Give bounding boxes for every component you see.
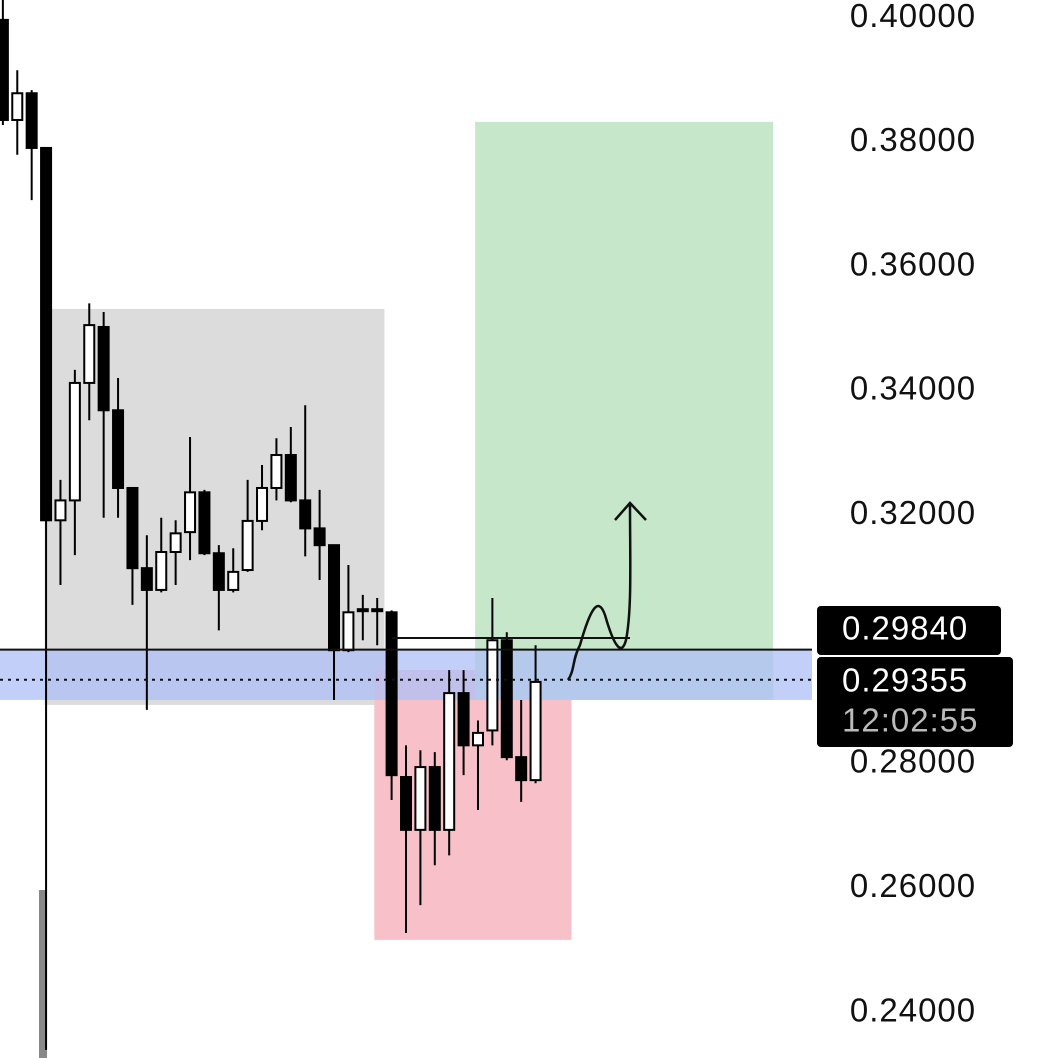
candle-body bbox=[140, 567, 153, 591]
candle-body bbox=[155, 551, 168, 591]
candle-body bbox=[486, 639, 499, 732]
candle-body bbox=[68, 381, 81, 502]
candle-body bbox=[443, 692, 456, 831]
candle-body bbox=[428, 766, 441, 831]
zone bbox=[0, 649, 812, 700]
price-label: 0.29355 bbox=[842, 662, 968, 699]
projection-arrow bbox=[566, 501, 647, 681]
candle-body bbox=[457, 692, 470, 747]
y-tick-label: 0.28000 bbox=[850, 743, 976, 780]
y-tick-label: 0.26000 bbox=[850, 867, 976, 904]
candle-body bbox=[500, 639, 513, 759]
candle-body bbox=[25, 92, 38, 149]
candle-body bbox=[40, 146, 53, 522]
candle-body bbox=[83, 324, 96, 384]
candle-body bbox=[212, 552, 225, 591]
y-tick-label: 0.36000 bbox=[850, 245, 976, 282]
y-tick-label: 0.32000 bbox=[850, 494, 976, 531]
candle-body bbox=[342, 611, 355, 652]
price-label-box bbox=[817, 606, 1001, 655]
candle-body bbox=[198, 491, 211, 555]
candle-body bbox=[400, 776, 412, 831]
price-label: 0.29840 bbox=[842, 610, 968, 647]
candle-body bbox=[256, 486, 269, 522]
candle-body bbox=[169, 532, 182, 554]
candle-body bbox=[356, 608, 369, 613]
zone bbox=[475, 121, 774, 700]
price-label-box bbox=[817, 657, 1013, 747]
candle-body bbox=[241, 519, 254, 572]
candle-body bbox=[11, 92, 24, 121]
candle-body bbox=[414, 766, 427, 831]
countdown-label: 12:02:55 bbox=[842, 702, 978, 739]
candle-body bbox=[471, 731, 484, 747]
candle-body bbox=[270, 454, 283, 489]
candle-body bbox=[227, 570, 240, 591]
candle-body bbox=[112, 409, 125, 489]
y-tick-label: 0.38000 bbox=[850, 121, 976, 158]
candle-body bbox=[385, 611, 398, 777]
candle-body bbox=[313, 527, 326, 547]
candle-body bbox=[284, 454, 297, 502]
y-tick-label: 0.24000 bbox=[850, 991, 976, 1028]
candle-body bbox=[328, 544, 341, 652]
candle-body bbox=[126, 486, 139, 570]
candle-body bbox=[97, 325, 110, 412]
y-tick-label: 0.34000 bbox=[850, 370, 976, 407]
candle-body bbox=[371, 608, 384, 613]
y-tick-label: 0.40000 bbox=[850, 0, 976, 34]
candle-body bbox=[299, 499, 312, 530]
candle-body bbox=[184, 491, 197, 534]
candle-body bbox=[515, 756, 528, 782]
candle-body bbox=[0, 18, 9, 121]
wick-shadow bbox=[39, 890, 47, 1058]
candle-body bbox=[54, 499, 67, 522]
candle-body bbox=[529, 680, 542, 782]
